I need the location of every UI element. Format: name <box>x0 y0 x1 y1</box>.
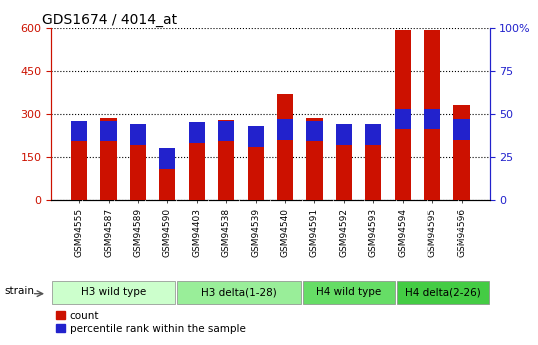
Bar <box>130 124 146 200</box>
Bar <box>395 129 411 200</box>
Bar <box>395 109 411 200</box>
Bar <box>365 145 381 200</box>
Bar <box>71 141 87 200</box>
Bar <box>247 132 264 200</box>
FancyBboxPatch shape <box>178 281 301 304</box>
Bar <box>218 120 235 200</box>
Bar <box>71 121 87 200</box>
Bar <box>189 122 205 200</box>
Bar <box>365 124 381 200</box>
Bar <box>336 131 352 200</box>
FancyBboxPatch shape <box>52 281 175 304</box>
Bar <box>189 130 205 200</box>
Bar <box>277 119 293 200</box>
Bar <box>277 94 293 200</box>
Bar <box>306 118 323 200</box>
FancyBboxPatch shape <box>302 281 395 304</box>
Text: H3 delta(1-28): H3 delta(1-28) <box>201 287 277 297</box>
Bar <box>130 131 146 200</box>
Bar <box>101 121 117 200</box>
Bar <box>306 141 323 200</box>
Bar <box>189 143 205 200</box>
Bar <box>247 147 264 200</box>
Bar <box>218 141 235 200</box>
Bar <box>454 105 470 200</box>
Text: H3 wild type: H3 wild type <box>81 287 146 297</box>
Legend: count, percentile rank within the sample: count, percentile rank within the sample <box>56 310 246 334</box>
Bar <box>277 140 293 200</box>
Bar <box>218 121 235 200</box>
Bar <box>424 129 440 200</box>
Text: H4 wild type: H4 wild type <box>316 287 381 297</box>
Text: H4 delta(2-26): H4 delta(2-26) <box>405 287 480 297</box>
Text: GDS1674 / 4014_at: GDS1674 / 4014_at <box>43 12 178 27</box>
Bar <box>159 152 175 200</box>
Bar <box>454 119 470 200</box>
Bar <box>424 109 440 200</box>
Bar <box>336 124 352 200</box>
Bar <box>159 169 175 200</box>
Bar <box>454 140 470 200</box>
Bar <box>101 141 117 200</box>
Bar <box>424 30 440 200</box>
Bar <box>101 118 117 200</box>
Bar <box>71 130 87 200</box>
FancyBboxPatch shape <box>397 281 489 304</box>
Bar <box>247 126 264 200</box>
Text: strain: strain <box>4 286 34 296</box>
Bar <box>365 131 381 200</box>
Bar <box>159 148 175 200</box>
Bar <box>306 121 323 200</box>
Bar <box>395 30 411 200</box>
Bar <box>336 145 352 200</box>
Bar <box>130 145 146 200</box>
